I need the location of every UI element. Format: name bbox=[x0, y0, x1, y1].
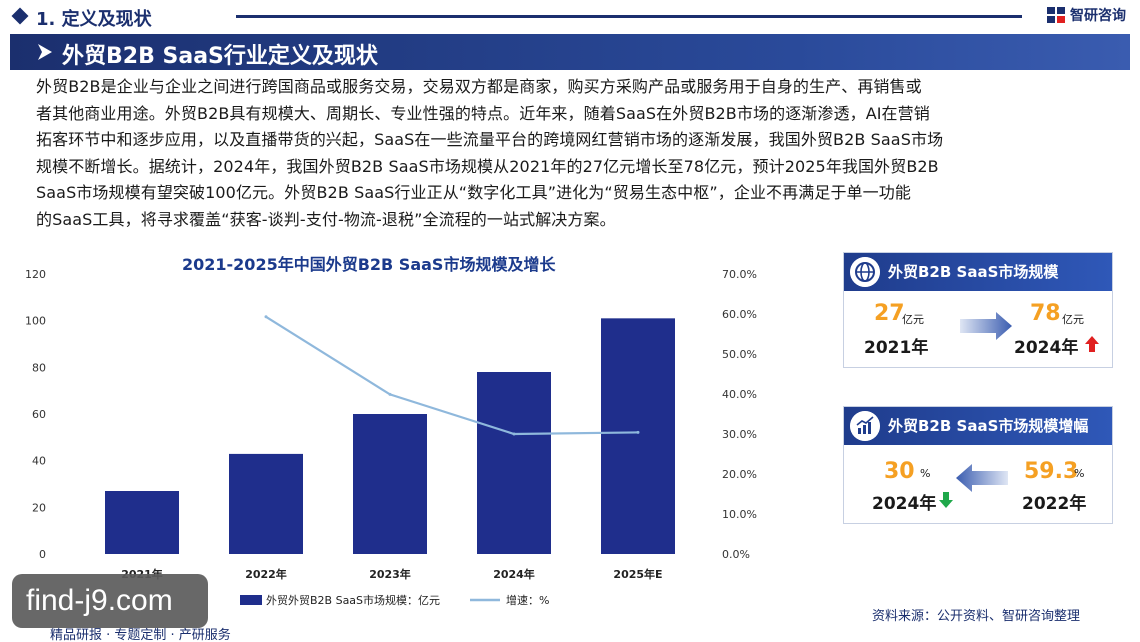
line-point bbox=[636, 430, 640, 434]
watermark-badge bbox=[12, 574, 208, 628]
card-header: 外贸B2B SaaS市场规模增幅 bbox=[844, 407, 1112, 445]
card-title: 外贸B2B SaaS市场规模 bbox=[888, 263, 1059, 281]
growth-chart-icon bbox=[850, 411, 880, 441]
paragraph-line: SaaS市场规模有望突破100亿元。外贸B2B SaaS行业正从“数字化工具”进… bbox=[36, 183, 911, 202]
y-left-tick-label: 60 bbox=[32, 408, 46, 421]
y-left-tick-label: 100 bbox=[25, 315, 46, 328]
section-diamond-icon bbox=[11, 7, 29, 25]
chart-container: 2021-2025年中国外贸B2B SaaS市场规模及增长 0 20 40 60 80 1… bbox=[0, 246, 800, 626]
watermark-text: find-j9.com bbox=[26, 584, 173, 617]
growth-left-year: 2024年 bbox=[872, 494, 937, 514]
x-tick-label: 2024年 bbox=[493, 567, 535, 581]
section-title: 1. 定义及现状 bbox=[36, 9, 152, 30]
y-right-tick-label: 50.0% bbox=[722, 348, 757, 361]
source-note: 资料来源：公开资料、智研咨询整理 bbox=[872, 609, 1081, 624]
x-tick-label: 2023年 bbox=[369, 567, 411, 581]
growth-right-year: 2022年 bbox=[1022, 494, 1087, 514]
logo: 智研咨询 bbox=[1046, 5, 1126, 25]
chart-title: 2021-2025年中国外贸B2B SaaS市场规模及增长 bbox=[182, 255, 556, 274]
footer-tagline: 精品研报 · 专题定制 · 产研服务 bbox=[50, 628, 231, 642]
card-market-scale: 外贸B2B SaaS市场规模 27 亿元 2021年 78 亿元 2024年 bbox=[843, 252, 1113, 368]
scale-right-value: 78 bbox=[1030, 301, 1061, 326]
paragraph-line: 者其他商业用途。外贸B2B具有规模大、周期长、专业性强的特点。近年来，随着Saa… bbox=[36, 103, 930, 123]
arrow-right-icon bbox=[960, 312, 1012, 340]
y-left-tick-label: 0 bbox=[39, 548, 46, 561]
x-tick-label: 2025年E bbox=[613, 567, 662, 581]
x-tick-label: 2022年 bbox=[245, 567, 287, 581]
chevron-right-icon bbox=[38, 44, 52, 60]
logo-icon bbox=[1047, 7, 1065, 23]
line-point bbox=[264, 315, 268, 319]
y-left-tick-label: 120 bbox=[25, 268, 46, 281]
bar bbox=[105, 491, 179, 554]
paragraph-line: 外贸B2B是企业与企业之间进行跨国商品或服务交易，交易双方都是商家，购买方采购产… bbox=[36, 77, 922, 96]
growth-left-value: 30 bbox=[884, 459, 915, 484]
paragraph-line: 规模不断增长。据统计，2024年，我国外贸B2B SaaS市场规模从2021年的… bbox=[36, 156, 939, 176]
y-right-tick-label: 70.0% bbox=[722, 268, 757, 281]
legend-label-bar: 外贸外贸B2B SaaS市场规模：亿元 bbox=[266, 593, 440, 607]
header-divider bbox=[236, 15, 1022, 18]
scale-left-value: 27 bbox=[874, 301, 905, 326]
y-right-tick-label: 20.0% bbox=[722, 468, 757, 481]
paragraph-line: 的SaaS工具，将寻求覆盖“获客-谈判-支付-物流-退税”全流程的一站式解决方案… bbox=[36, 209, 616, 229]
y-right-tick-label: 30.0% bbox=[722, 428, 757, 441]
bar bbox=[353, 414, 427, 554]
arrow-up-icon bbox=[1085, 336, 1099, 352]
growth-right-value: 59.3 bbox=[1024, 459, 1079, 484]
page-title: 外贸B2B SaaS行业定义及现状 bbox=[62, 44, 378, 69]
globe-icon bbox=[850, 257, 880, 287]
y-left-tick-label: 40 bbox=[32, 455, 46, 468]
combo-chart: 0 20 40 60 80 100 120 0.0% 10.0% 20.0% 30.0% 40.0% 5… bbox=[25, 268, 757, 607]
arrow-left-icon bbox=[956, 464, 1008, 492]
y-right-tick-label: 0.0% bbox=[722, 548, 750, 561]
y-left-tick-label: 80 bbox=[32, 361, 46, 374]
line-point bbox=[512, 432, 516, 436]
card-growth-rate: 外贸B2B SaaS市场规模增幅 30 % 2024年 59.3 % 2022年 bbox=[843, 406, 1113, 524]
down-arrow-icon bbox=[939, 492, 953, 508]
card-title: 外贸B2B SaaS市场规模增幅 bbox=[888, 417, 1089, 435]
paragraph-line: 拓客环节中和逐步应用，以及直播带货的兴起，SaaS在一些流量平台的跨境网红营销市… bbox=[36, 130, 944, 149]
growth-left-unit: % bbox=[920, 467, 931, 480]
scale-right-year: 2024年 bbox=[1014, 338, 1079, 358]
bar bbox=[601, 318, 675, 554]
bar bbox=[477, 372, 551, 554]
scale-right-unit: 亿元 bbox=[1062, 313, 1084, 326]
line-point bbox=[388, 392, 392, 396]
card-header: 外贸B2B SaaS市场规模 bbox=[844, 253, 1112, 291]
legend-label-line: 增速：% bbox=[506, 593, 549, 607]
growth-line bbox=[265, 315, 639, 436]
y-left-tick-label: 20 bbox=[32, 501, 46, 514]
scale-left-unit: 亿元 bbox=[902, 313, 924, 326]
y-right-tick-label: 10.0% bbox=[722, 508, 757, 521]
logo-text: 智研咨询 bbox=[1070, 8, 1126, 24]
y-right-tick-label: 60.0% bbox=[722, 308, 757, 321]
growth-right-unit: % bbox=[1074, 467, 1085, 480]
scale-left-year: 2021年 bbox=[864, 338, 929, 358]
intro-paragraph: 外贸B2B是企业与企业之间进行跨国商品或服务交易，交易双方都是商家，购买方采购产… bbox=[36, 74, 1110, 233]
y-right-tick-label: 40.0% bbox=[722, 388, 757, 401]
top-bar: 1. 定义及现状 智研咨询 bbox=[0, 0, 1140, 32]
title-band: 外贸B2B SaaS行业定义及现状 bbox=[10, 34, 1130, 70]
bar bbox=[229, 453, 303, 554]
legend-swatch-bar bbox=[240, 595, 262, 605]
